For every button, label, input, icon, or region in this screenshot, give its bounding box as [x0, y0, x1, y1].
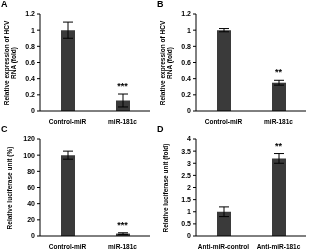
- svg-text:0: 0: [31, 107, 35, 114]
- svg-text:Control-miR: Control-miR: [49, 243, 87, 250]
- svg-text:2.5: 2.5: [181, 172, 191, 179]
- html-text:D: D: [157, 124, 164, 134]
- html-text:Relative luciferase unit (fold: Relative luciferase unit (fold): [161, 143, 169, 232]
- svg-text:100: 100: [23, 152, 35, 159]
- svg-text:3.5: 3.5: [181, 148, 191, 155]
- svg-text:0.5: 0.5: [181, 220, 191, 227]
- svg-text:0.8: 0.8: [181, 43, 191, 50]
- svg-text:40: 40: [27, 200, 35, 207]
- svg-text:0.2: 0.2: [181, 91, 191, 98]
- svg-text:4: 4: [187, 135, 191, 142]
- svg-text:120: 120: [23, 135, 35, 142]
- svg-text:0.4: 0.4: [25, 75, 35, 82]
- svg-text:Anti-miR-control: Anti-miR-control: [198, 243, 249, 250]
- svg-text:1.5: 1.5: [181, 196, 191, 203]
- svg-text:***: ***: [117, 220, 128, 230]
- svg-text:***: ***: [117, 81, 128, 91]
- svg-text:miR-181c: miR-181c: [264, 118, 293, 125]
- svg-text:0.6: 0.6: [181, 59, 191, 66]
- html-text:A: A: [1, 0, 8, 9]
- html-text:C: C: [1, 124, 8, 134]
- svg-text:0.2: 0.2: [25, 91, 35, 98]
- svg-text:0: 0: [187, 232, 191, 239]
- svg-text:1.2: 1.2: [181, 10, 191, 17]
- svg-text:0: 0: [31, 232, 35, 239]
- svg-text:20: 20: [27, 216, 35, 223]
- svg-text:0.6: 0.6: [25, 59, 35, 66]
- svg-text:miR-181c: miR-181c: [108, 243, 137, 250]
- svg-text:1: 1: [187, 27, 191, 34]
- svg-text:60: 60: [27, 184, 35, 191]
- svg-text:1.2: 1.2: [25, 10, 35, 17]
- svg-text:Control-miR: Control-miR: [49, 118, 87, 125]
- html-text:B: B: [157, 0, 164, 9]
- svg-text:2: 2: [187, 184, 191, 191]
- svg-text:80: 80: [27, 168, 35, 175]
- html-text:Relative luciferase unit (%): Relative luciferase unit (%): [5, 146, 13, 229]
- svg-text:Control-miR: Control-miR: [205, 118, 243, 125]
- svg-text:3: 3: [187, 160, 191, 167]
- svg-text:1: 1: [187, 208, 191, 215]
- svg-text:0.8: 0.8: [25, 43, 35, 50]
- svg-text:0.4: 0.4: [181, 75, 191, 82]
- svg-text:Anti-miR-181c: Anti-miR-181c: [257, 243, 301, 250]
- svg-text:0: 0: [187, 107, 191, 114]
- svg-text:1: 1: [31, 27, 35, 34]
- html-text:Relative expression of HCV RNA: Relative expression of HCV RNA (fold): [157, 20, 172, 105]
- html-text:Relative expression of HCV RNA: Relative expression of HCV RNA (fold): [1, 20, 16, 105]
- svg-text:**: **: [275, 141, 283, 151]
- svg-text:miR-181c: miR-181c: [108, 118, 137, 125]
- svg-text:**: **: [275, 67, 283, 77]
